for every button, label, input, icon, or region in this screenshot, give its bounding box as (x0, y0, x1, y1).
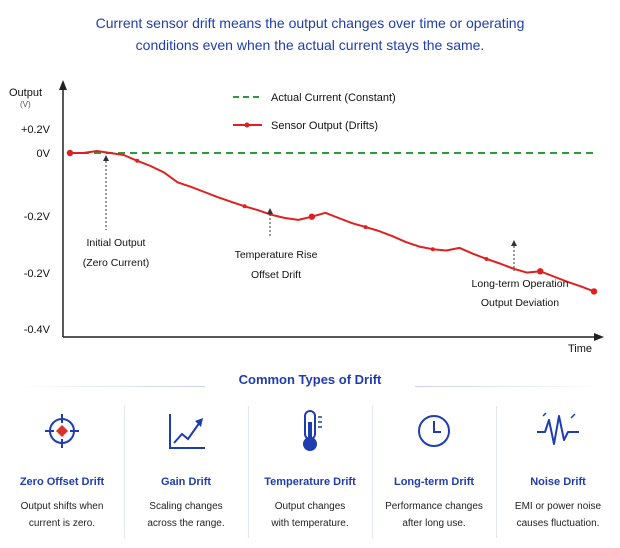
chart-annotations: Initial Output (Zero Current) Temperatur… (83, 155, 569, 309)
drift-card-temperature: Temperature Drift Output changes with te… (248, 398, 372, 548)
drift-card-title: Gain Drift (160, 476, 212, 488)
drift-card-description: Scaling changes across the range. (124, 498, 248, 532)
noise-wave-icon (537, 412, 579, 445)
drift-card-title: Long-term Drift (393, 476, 475, 488)
sensor-output-markers (66, 149, 598, 295)
annotation-initial-line1: Initial Output (87, 237, 146, 249)
sensor-output-point (66, 149, 74, 157)
sensor-output-point (537, 268, 544, 275)
drift-card-long-term: Long-term Drift Performance changes afte… (372, 398, 496, 548)
chart-legend: Actual Current (Constant) Sensor Output … (233, 92, 396, 132)
chart-axes: Output (V) Time +0.2V 0V -0.2V -0.2V -0.… (9, 80, 604, 355)
annotation-temperature-line2: Offset Drift (251, 269, 301, 281)
card-divider (496, 406, 497, 538)
drift-card-desc-line: Output shifts when (20, 501, 104, 512)
headline-line-2: conditions even when the actual current … (135, 37, 485, 53)
headline-line-1: Current sensor drift means the output ch… (95, 15, 525, 31)
legend-label-actual: Actual Current (Constant) (271, 92, 396, 104)
drift-card-desc-line: after long use. (402, 518, 466, 529)
section-divider-left (20, 386, 205, 387)
trend-up-chart-icon (169, 414, 205, 449)
y-tick-label: -0.2V (24, 211, 51, 223)
sensor-output-point (590, 288, 598, 295)
target-crosshair-icon (45, 414, 79, 448)
sensor-output-point (135, 158, 140, 163)
drift-card-title: Zero Offset Drift (19, 476, 105, 488)
drift-card-desc-line: across the range. (147, 518, 225, 529)
drift-card-desc-line: Performance changes (385, 501, 483, 512)
annotation-arrow-icon (511, 240, 517, 246)
drift-types-row: Zero Offset Drift Output shifts when cur… (0, 398, 620, 548)
annotation-longterm-line2: Output Deviation (481, 297, 559, 309)
card-divider (372, 406, 373, 538)
drift-card-noise: Noise Drift EMI or power noise causes fl… (496, 398, 620, 548)
y-axis-arrow-icon (59, 80, 67, 90)
drift-card-description: Performance changes after long use. (372, 498, 496, 532)
drift-card-zero-offset: Zero Offset Drift Output shifts when cur… (0, 398, 124, 548)
drift-card-desc-line: Output changes (274, 501, 346, 512)
drift-card-description: Output changes with temperature. (248, 498, 372, 532)
x-axis-arrow-icon (594, 333, 604, 341)
y-tick-label: +0.2V (21, 124, 51, 136)
y-axis-unit: (V) (20, 100, 31, 109)
card-divider (124, 406, 125, 538)
section-title: Common Types of Drift (238, 372, 382, 387)
sensor-output-series-line (70, 150, 595, 293)
annotation-initial-line2: (Zero Current) (83, 257, 150, 269)
drift-card-desc-line: with temperature. (271, 518, 349, 529)
headline: Current sensor drift means the output ch… (0, 12, 620, 56)
annotation-longterm-line1: Long-term Operation (472, 278, 569, 290)
sensor-output-point (484, 256, 489, 261)
thermometer-icon (303, 410, 322, 451)
annotation-arrow-icon (103, 155, 109, 161)
drift-card-desc-line: current is zero. (28, 518, 96, 529)
clock-icon (418, 415, 450, 447)
y-tick-label: -0.2V (24, 268, 51, 280)
x-axis-label: Time (568, 343, 592, 355)
legend-label-sensor: Sensor Output (Drifts) (271, 120, 378, 132)
sensor-output-point (363, 225, 368, 230)
y-axis-label: Output (9, 87, 42, 99)
drift-card-gain: Gain Drift Scaling changes across the ra… (124, 398, 248, 548)
sensor-output-point (430, 247, 435, 252)
drift-card-desc-line: Scaling changes (149, 501, 223, 512)
legend-marker-sensor (244, 122, 250, 128)
card-divider (248, 406, 249, 538)
drift-card-desc-line: causes fluctuation. (516, 518, 600, 529)
drift-card-desc-line: EMI or power noise (514, 501, 602, 512)
drift-card-description: Output shifts when current is zero. (0, 498, 124, 532)
section-divider-right (415, 386, 600, 387)
drift-line-chart: Output (V) Time +0.2V 0V -0.2V -0.2V -0.… (9, 80, 604, 355)
y-tick-label: -0.4V (24, 324, 51, 336)
sensor-output-point (242, 204, 247, 209)
drift-card-title: Noise Drift (530, 476, 586, 488)
drift-card-title: Temperature Drift (264, 476, 356, 488)
y-tick-label: 0V (37, 148, 51, 160)
drift-card-description: EMI or power noise causes fluctuation. (496, 498, 620, 532)
annotation-temperature-line1: Temperature Rise (235, 249, 318, 261)
sensor-output-point (308, 213, 316, 220)
annotation-arrow-icon (267, 208, 273, 214)
